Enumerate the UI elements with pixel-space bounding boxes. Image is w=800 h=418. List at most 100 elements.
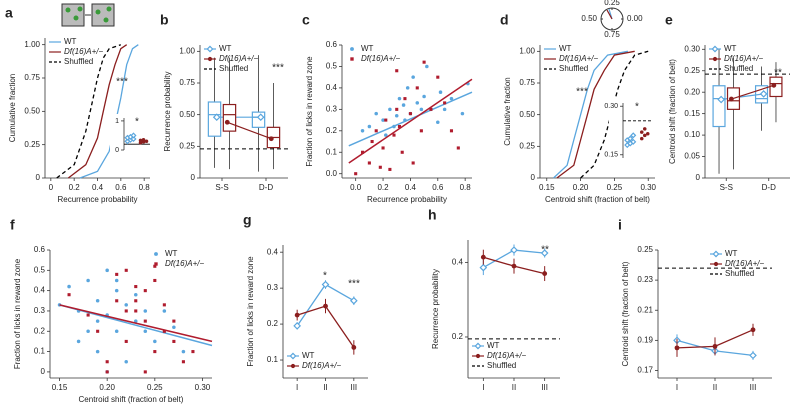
- y-tick-label: 0.50: [24, 106, 40, 115]
- y-axis-label: Centroid shift (fraction of belt): [668, 59, 677, 164]
- point: [124, 359, 128, 364]
- point: [181, 360, 185, 364]
- y-tick-label: 0.4: [326, 83, 338, 92]
- legend-marker: [206, 45, 214, 53]
- box-body: [207, 101, 222, 137]
- x-tick-label: II: [323, 383, 327, 392]
- y-tick-label: 0.21: [637, 305, 653, 314]
- point: [114, 278, 119, 283]
- legend-marker: [713, 261, 719, 267]
- y-tick-label: 1.00: [519, 46, 535, 55]
- legend-label: Df(16)A+/−: [361, 54, 400, 63]
- y-tick-label: 0: [115, 147, 119, 154]
- point: [511, 263, 517, 269]
- x-tick-label: 0.25: [607, 183, 623, 192]
- point: [374, 111, 378, 116]
- y-tick-label: 0.0: [326, 169, 338, 178]
- x-tick-label: III: [350, 383, 357, 392]
- significance: *: [135, 117, 139, 128]
- cdf-line: [79, 44, 139, 179]
- point: [378, 165, 382, 169]
- panel-label: e: [665, 12, 673, 28]
- y-axis-label: Recurrence probability: [163, 71, 172, 151]
- legend-label: Df(16)A+/−: [725, 259, 764, 268]
- point: [542, 271, 548, 276]
- x-tick-label: 0.8: [139, 183, 151, 192]
- point: [712, 343, 718, 349]
- x-tick-label: 0.30: [640, 183, 656, 192]
- y-tick-label: 0.2: [34, 326, 46, 335]
- point: [388, 107, 392, 112]
- y-tick-label: 0.25: [684, 66, 700, 75]
- legend-label: WT: [559, 44, 572, 53]
- legend-label: WT: [724, 44, 737, 53]
- point: [86, 329, 90, 334]
- point: [143, 309, 148, 313]
- x-tick-label: 0.6: [115, 183, 127, 192]
- fit-line: [348, 78, 473, 164]
- legend-marker: [350, 57, 354, 61]
- fit-line: [59, 304, 213, 343]
- y-tick-label: 0.5: [34, 265, 46, 274]
- y-tick-label: 0.50: [179, 110, 195, 119]
- point: [181, 349, 186, 354]
- point: [191, 350, 195, 354]
- legend-label: WT: [725, 249, 738, 258]
- legend-marker: [154, 262, 158, 266]
- legend-label: Shuffled: [487, 361, 516, 370]
- legend-marker: [350, 47, 354, 51]
- polar-label: 0.25: [604, 0, 620, 7]
- x-tick-label: II: [713, 383, 717, 392]
- point: [749, 351, 757, 360]
- y-tick-label: 0: [531, 173, 536, 182]
- mean-point: [212, 113, 221, 122]
- point: [425, 64, 429, 69]
- significance: ***: [272, 63, 284, 74]
- y-tick-label: 0.75: [519, 78, 535, 87]
- y-tick-label: 0.10: [684, 130, 700, 139]
- y-tick-label: 0.30: [604, 103, 618, 110]
- point: [510, 246, 518, 254]
- legend-marker: [474, 342, 482, 350]
- panel-label: h: [428, 207, 437, 223]
- legend-label: WT: [302, 351, 315, 360]
- point: [349, 296, 358, 305]
- y-tick-label: 0.25: [24, 140, 40, 149]
- point: [367, 124, 372, 129]
- point: [105, 370, 109, 374]
- y-axis-label: Recurrence probability: [431, 269, 440, 349]
- point: [124, 268, 128, 272]
- cdf-line: [556, 50, 635, 179]
- legend-label: Shuffled: [64, 57, 93, 66]
- point: [162, 309, 167, 313]
- y-tick-label: 0.4: [452, 257, 464, 266]
- point: [67, 293, 71, 297]
- box-body: [251, 111, 266, 128]
- point: [360, 150, 365, 154]
- point: [134, 319, 138, 323]
- point: [456, 146, 460, 150]
- point: [86, 313, 90, 317]
- point: [96, 329, 100, 333]
- x-axis-label: Centroid shift (fraction of belt): [545, 195, 650, 204]
- point: [395, 107, 399, 111]
- mean-point: [717, 95, 725, 104]
- legend-marker: [712, 56, 718, 62]
- point: [442, 107, 447, 112]
- point: [540, 249, 549, 257]
- significance: *: [323, 271, 327, 282]
- x-tick-label: 0.20: [99, 383, 115, 392]
- panel-label: a: [5, 5, 13, 21]
- y-tick-label: 1.00: [24, 40, 40, 49]
- point: [479, 263, 488, 272]
- legend-marker: [711, 45, 719, 53]
- point: [630, 132, 637, 139]
- y-tick-label: 0.3: [34, 306, 46, 315]
- legend-label: Df(16)A+/−: [724, 54, 763, 63]
- y-tick-label: 0.19: [637, 335, 653, 344]
- y-tick-label: 0: [36, 173, 41, 182]
- y-tick-label: 0.15: [684, 109, 700, 118]
- significance: ***: [576, 87, 588, 98]
- point: [138, 138, 143, 143]
- y-tick-label: 0.50: [519, 110, 535, 119]
